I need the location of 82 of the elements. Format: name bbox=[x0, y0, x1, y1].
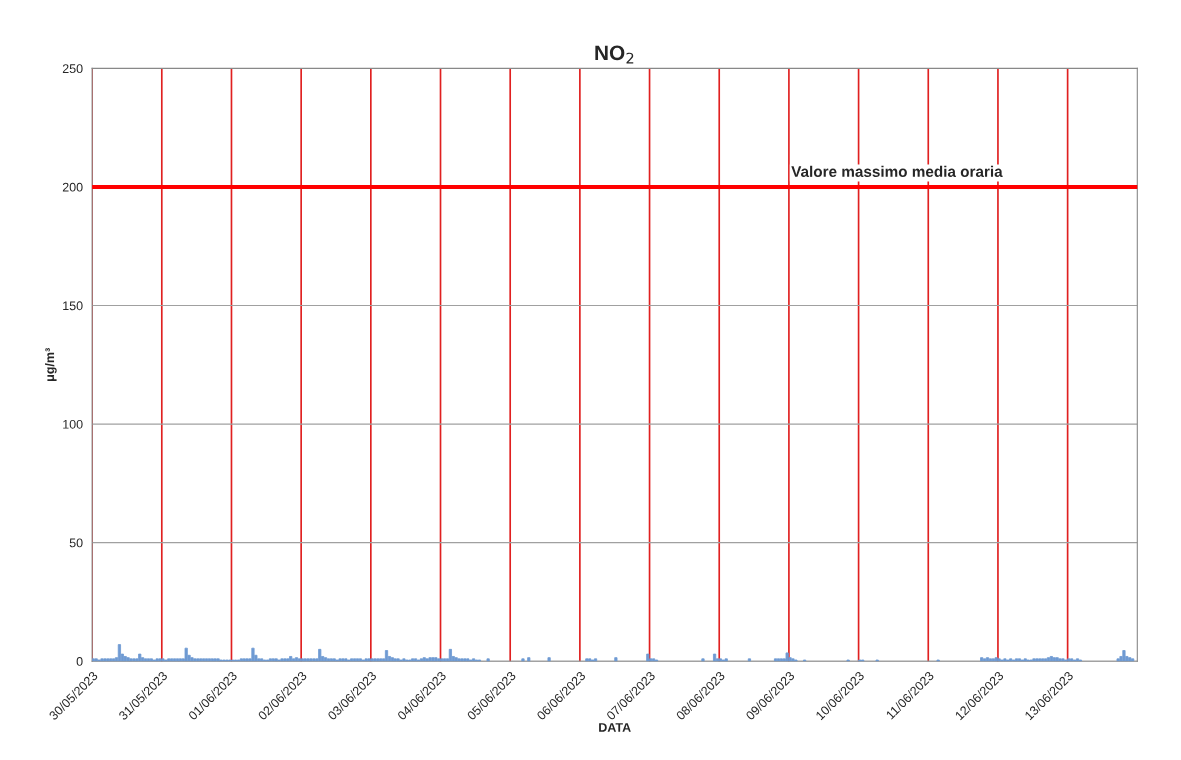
bar bbox=[1058, 658, 1062, 662]
bar bbox=[292, 658, 296, 662]
bar bbox=[1128, 657, 1132, 662]
bar bbox=[172, 658, 177, 662]
bar bbox=[306, 658, 310, 662]
bar bbox=[1038, 658, 1042, 662]
chart-title: NO$_{2}$ bbox=[595, 45, 634, 64]
bar bbox=[283, 658, 287, 662]
bar bbox=[994, 657, 998, 662]
bar bbox=[373, 658, 377, 662]
bar bbox=[585, 658, 589, 662]
y-tick-label: 0 bbox=[76, 657, 83, 666]
bar bbox=[367, 658, 371, 662]
bar bbox=[521, 658, 525, 662]
bar bbox=[425, 658, 429, 662]
y-tick-label: 150 bbox=[63, 301, 83, 311]
bar bbox=[983, 658, 987, 662]
bar bbox=[196, 658, 200, 662]
bar bbox=[614, 657, 618, 662]
bar bbox=[112, 658, 116, 662]
y-tick-label: 200 bbox=[62, 182, 83, 192]
bar bbox=[251, 647, 255, 662]
bar bbox=[527, 657, 531, 662]
bar bbox=[457, 658, 461, 662]
bar bbox=[379, 658, 383, 662]
bar bbox=[747, 658, 751, 662]
bar bbox=[204, 658, 209, 662]
bar bbox=[1043, 658, 1048, 662]
bar bbox=[312, 658, 316, 662]
bar bbox=[773, 658, 778, 662]
bar bbox=[440, 658, 444, 662]
bar bbox=[486, 658, 490, 662]
bar bbox=[117, 644, 121, 662]
bar bbox=[1131, 658, 1135, 662]
bar bbox=[141, 657, 145, 662]
bar bbox=[1116, 658, 1120, 662]
y-axis-title: μg/m³ bbox=[44, 348, 57, 381]
bar bbox=[103, 658, 107, 662]
bar bbox=[193, 658, 197, 662]
bar bbox=[138, 653, 142, 662]
bar bbox=[190, 657, 194, 662]
bar bbox=[286, 658, 290, 662]
bar bbox=[170, 658, 174, 662]
bar bbox=[352, 658, 357, 662]
bar bbox=[713, 653, 717, 662]
bar bbox=[460, 658, 464, 662]
bar bbox=[370, 658, 374, 662]
bar bbox=[109, 658, 113, 662]
bar bbox=[158, 658, 162, 662]
ref-line-label: Valore massimo media oraria bbox=[791, 165, 1003, 177]
bar bbox=[463, 658, 467, 662]
bar bbox=[1035, 658, 1039, 662]
bar bbox=[384, 650, 389, 662]
x-axis-title: DATA bbox=[599, 723, 631, 732]
bar bbox=[980, 657, 984, 662]
bar bbox=[132, 658, 136, 662]
bar bbox=[318, 648, 322, 662]
bar bbox=[376, 658, 380, 662]
bar bbox=[199, 658, 203, 662]
bar bbox=[245, 658, 249, 662]
bar bbox=[341, 658, 345, 662]
bar bbox=[309, 658, 313, 662]
bar bbox=[184, 647, 188, 662]
y-tick-label: 100 bbox=[63, 419, 83, 429]
bar bbox=[701, 658, 705, 662]
bar bbox=[106, 658, 110, 662]
bar bbox=[129, 658, 133, 662]
bar bbox=[434, 657, 438, 662]
y-tick-label: 50 bbox=[69, 538, 83, 548]
bar bbox=[547, 657, 551, 662]
bar bbox=[646, 653, 650, 662]
bar bbox=[257, 658, 261, 662]
bar bbox=[1041, 658, 1045, 662]
bar bbox=[289, 656, 293, 662]
bar bbox=[454, 657, 458, 662]
y-tick-label: 250 bbox=[62, 64, 83, 74]
bar bbox=[126, 657, 130, 662]
bar bbox=[785, 652, 789, 662]
bar bbox=[1122, 650, 1126, 662]
bar bbox=[437, 658, 441, 662]
bar bbox=[443, 658, 447, 662]
bar bbox=[202, 658, 206, 662]
